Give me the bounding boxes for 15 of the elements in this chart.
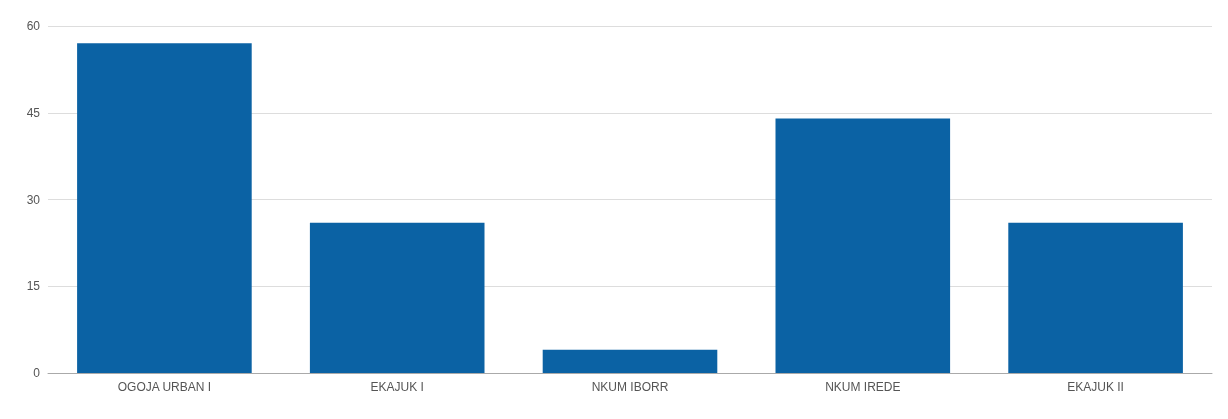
y-tick-label: 30 xyxy=(26,192,41,207)
y-tick-label: 15 xyxy=(26,279,41,294)
y-tick-label: 0 xyxy=(33,366,41,380)
bar xyxy=(309,222,485,373)
bar xyxy=(775,118,951,373)
x-tick-label: EKAJUK II xyxy=(1067,380,1124,394)
x-tick-label: NKUM IREDE xyxy=(825,380,901,394)
x-tick-label: OGOJA URBAN I xyxy=(117,380,212,394)
bar xyxy=(1008,222,1183,373)
y-tick-label: 60 xyxy=(26,19,41,33)
bar xyxy=(542,349,718,373)
x-tick-label: EKAJUK I xyxy=(370,380,424,394)
bar xyxy=(77,43,252,373)
y-tick-label: 45 xyxy=(26,105,41,120)
x-tick-label: NKUM IBORR xyxy=(591,380,669,394)
